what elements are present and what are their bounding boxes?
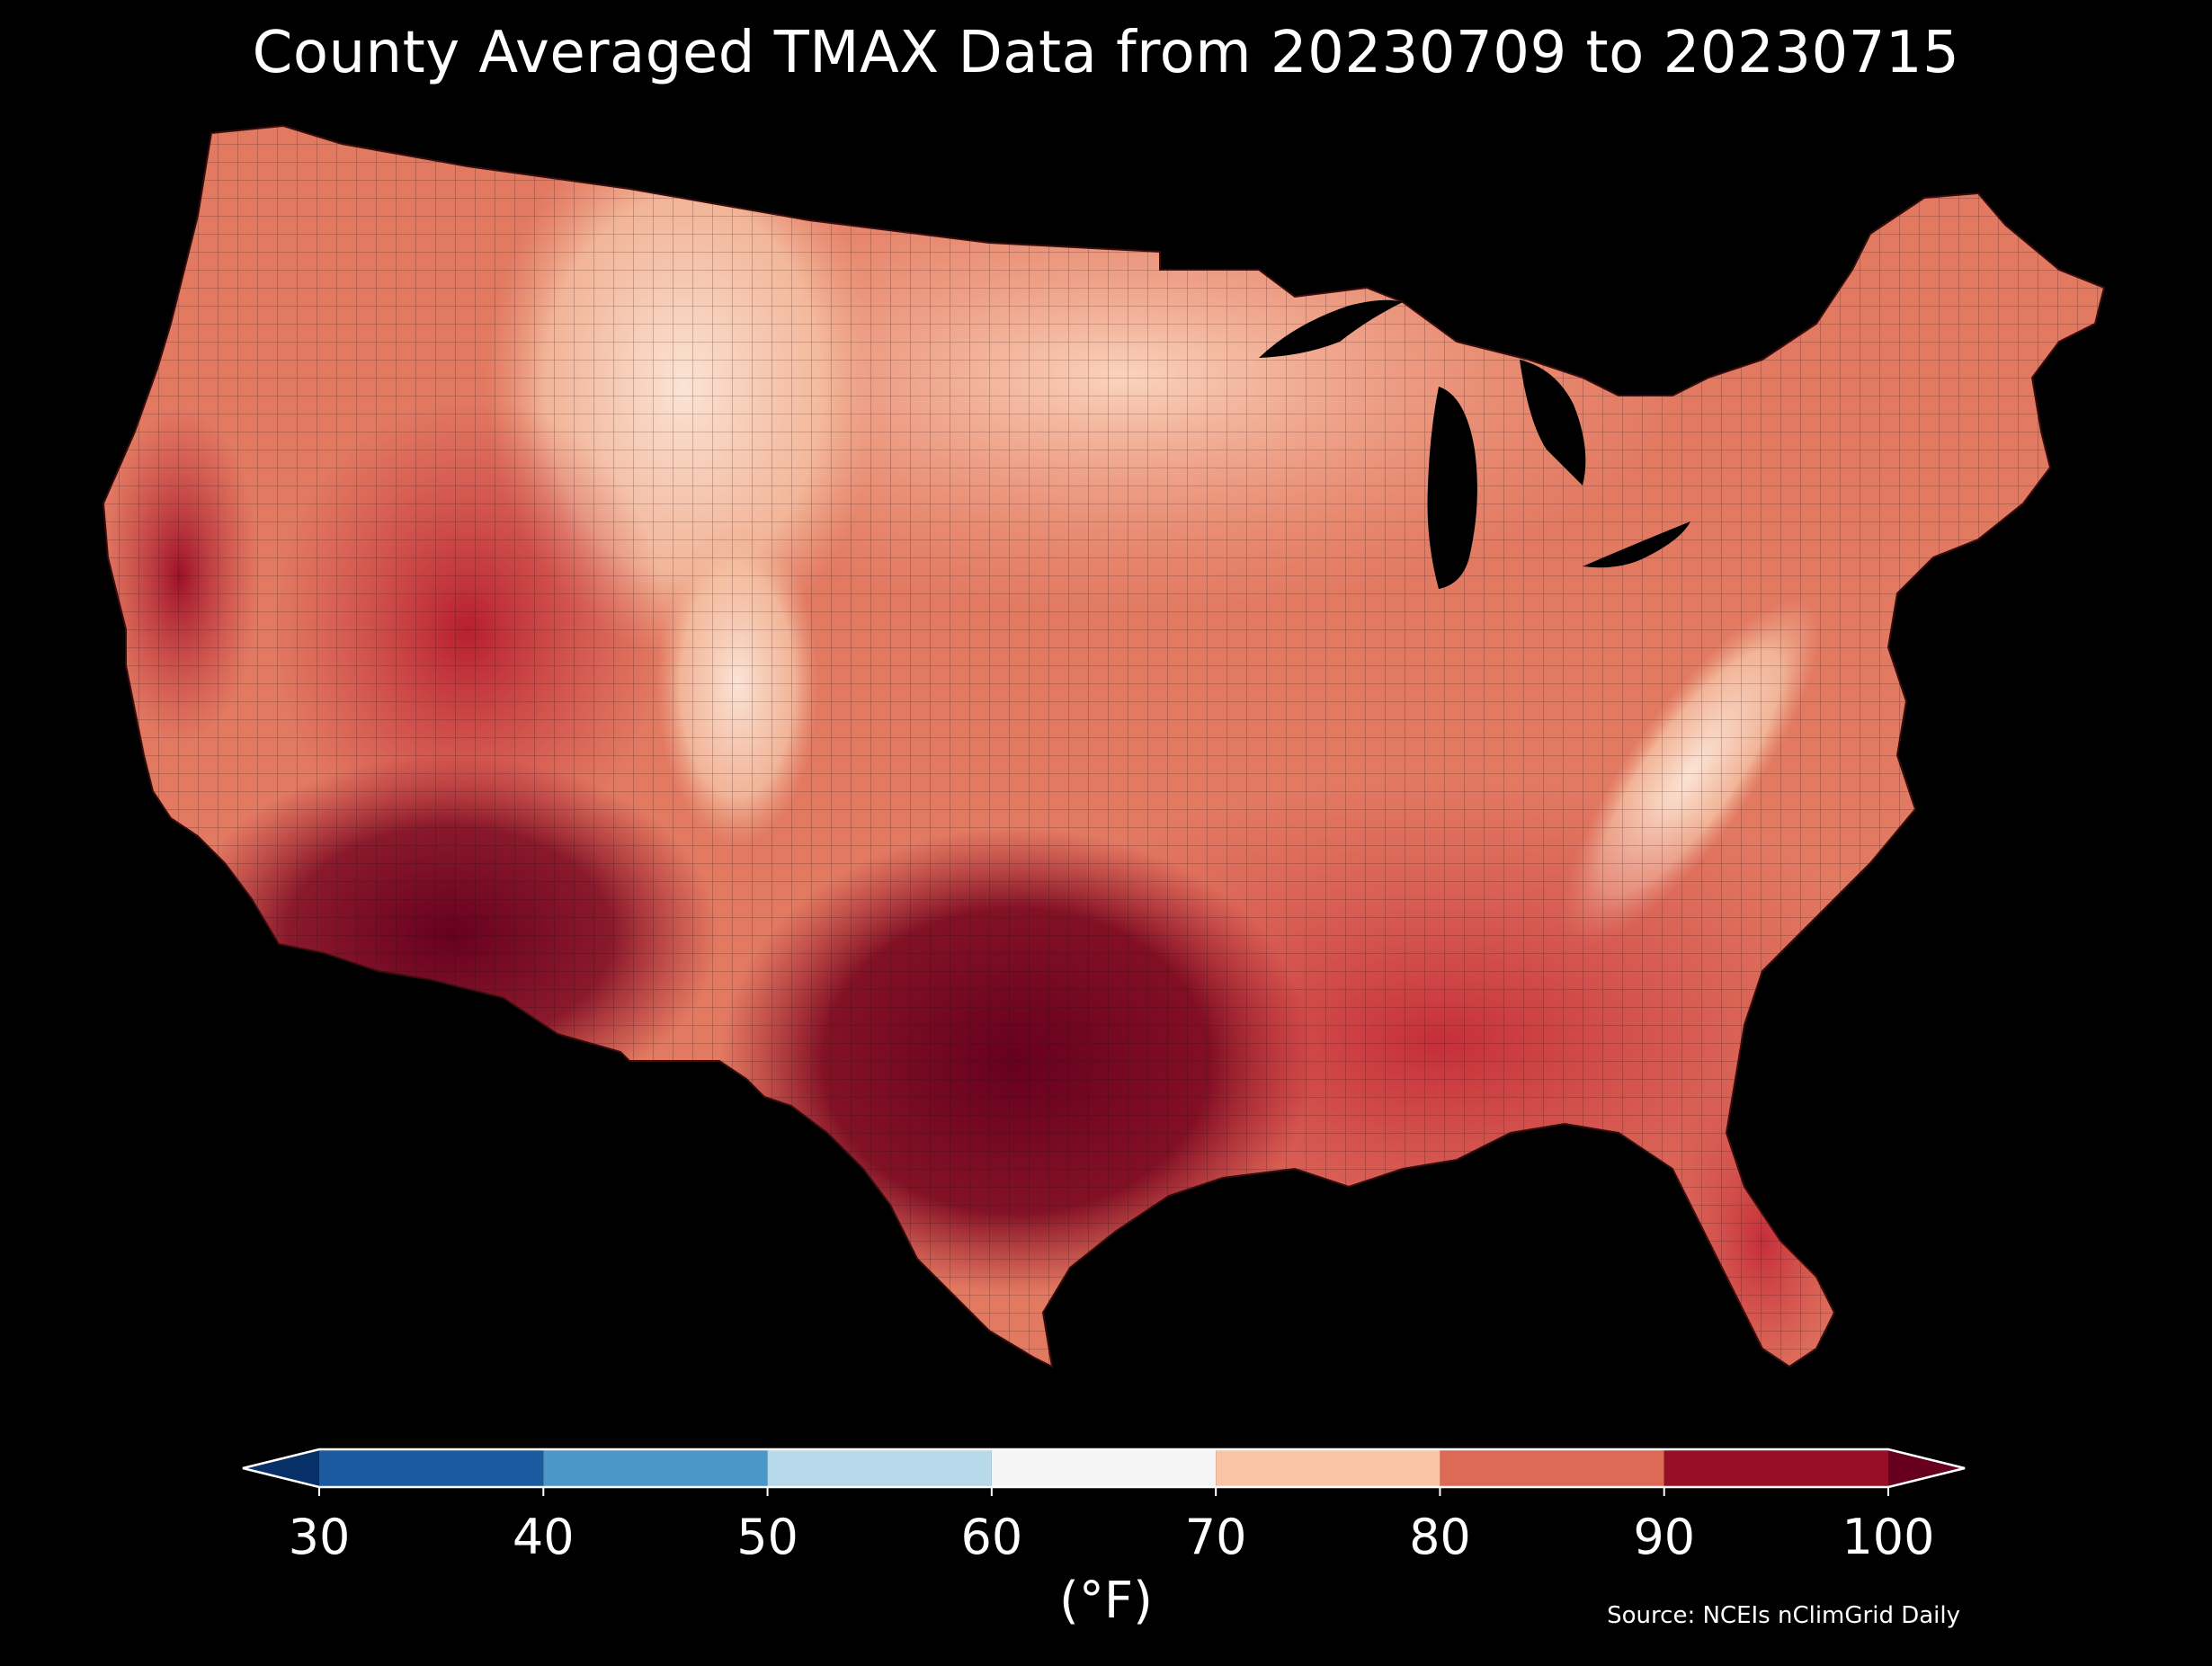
lake-michigan	[1427, 387, 1477, 589]
colorbar-extend-over	[1888, 1449, 1965, 1487]
map-title: County Averaged TMAX Data from 20230709 …	[252, 20, 1960, 86]
great-lakes	[1259, 299, 1690, 589]
colorbar-tick-label: 50	[736, 1509, 798, 1565]
colorbar-bin-5	[1440, 1449, 1664, 1487]
lake-erie	[1583, 521, 1690, 568]
colorbar-tick-label: 60	[960, 1509, 1022, 1565]
lake-huron	[1520, 360, 1586, 486]
source-credit: Source: NCEIs nClimGrid Daily	[1607, 1602, 1960, 1629]
colorbar-tick-label: 30	[289, 1509, 351, 1565]
colorbar-tick-label: 80	[1409, 1509, 1471, 1565]
colorbar-bin-2	[767, 1449, 992, 1487]
colorbar-tick-label: 100	[1842, 1509, 1934, 1565]
colorbar-bin-3	[991, 1449, 1217, 1487]
colorbar-bin-1	[543, 1449, 768, 1487]
colorbar-unit-label: (°F)	[1059, 1572, 1153, 1630]
colorbar-bin-0	[319, 1449, 544, 1487]
colorbar-bin-6	[1663, 1449, 1888, 1487]
conus-outline	[102, 124, 2106, 1368]
colorbar-tick-label: 40	[513, 1509, 575, 1565]
colorbar-extend-under	[243, 1449, 319, 1487]
colorbar-bin-4	[1216, 1449, 1440, 1487]
lake-superior	[1259, 299, 1403, 358]
colorbar-tick-label: 70	[1185, 1509, 1247, 1565]
colorbar-tick-label: 90	[1633, 1509, 1695, 1565]
